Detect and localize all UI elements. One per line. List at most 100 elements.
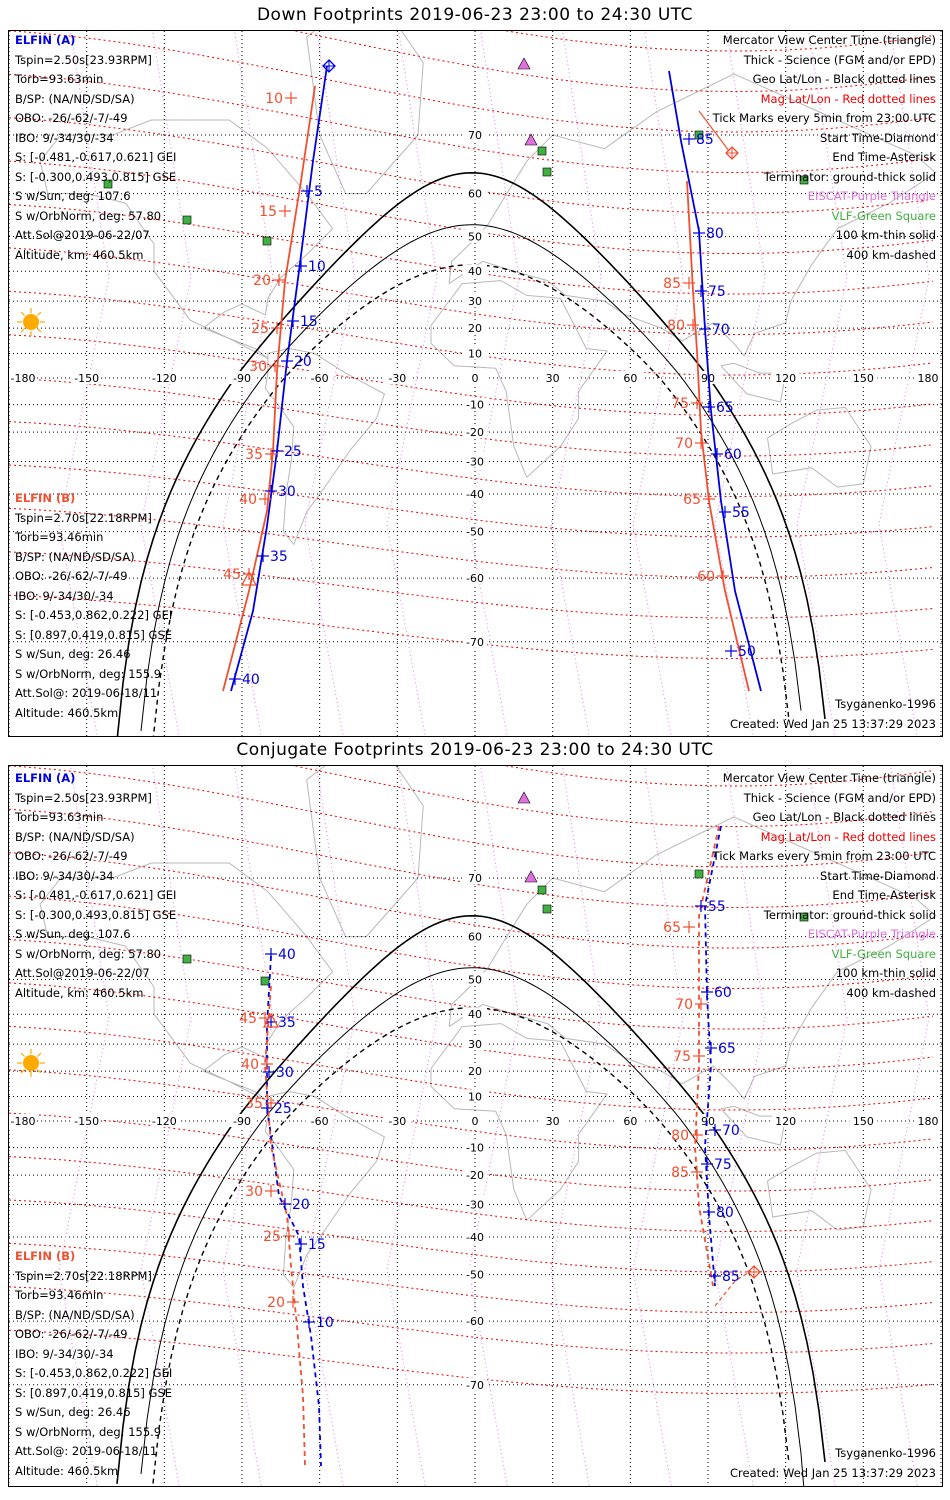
- coastline: [306, 766, 424, 938]
- mag-lat-line: [9, 377, 934, 457]
- legend-entry: Terminator: ground-thick solid: [763, 169, 936, 184]
- elfin-b-header: ELFIN (B): [15, 491, 76, 505]
- elfin-b-line: B/SP: (NA/ND/SD/SA): [15, 549, 135, 564]
- tick-label: 70: [675, 436, 693, 452]
- down-map-graphic: -180 -150 -120 -90 -60 -30 0 30 60 90 120 150 180706…: [9, 31, 942, 736]
- vlf-square-icon: [542, 904, 552, 914]
- elfin-b-info: ELFIN (B) Tspin=2.70s[22.18RPM] Torb=93.…: [15, 1247, 172, 1481]
- label-bg: [849, 1114, 878, 1127]
- label-bg: [150, 1114, 179, 1127]
- tick-label: 25: [251, 321, 269, 337]
- mag-lon-line: [304, 31, 356, 736]
- label-bg: [463, 264, 487, 278]
- tick-label: 55: [732, 505, 750, 521]
- lat-label: -70: [466, 636, 484, 649]
- label-bg: [463, 524, 487, 538]
- sun-icon: [23, 1055, 39, 1071]
- lon-label: 180: [918, 372, 939, 385]
- elfin-b-line: Tspin=2.70s[22.18RPM]: [15, 510, 152, 525]
- label-bg: [463, 294, 487, 308]
- label-bg: [463, 229, 487, 243]
- lat-label: 50: [468, 231, 482, 244]
- elfin-b-line: S w/OrbNorm, deg: 155.9: [15, 1424, 162, 1439]
- tick-label: 45: [239, 1011, 257, 1027]
- legend-entry: EISCAT-Purple Triangle: [807, 189, 936, 203]
- mag-lon-line: [878, 766, 930, 1486]
- mag-lon-line: [878, 31, 930, 736]
- label-bg: [463, 1064, 487, 1078]
- mag-lat-line: [9, 507, 934, 578]
- lat-label: -60: [466, 572, 484, 585]
- center-triangle-icon: [262, 1012, 280, 1028]
- label-bg: [463, 454, 487, 468]
- vlf-square-icon: [103, 179, 113, 189]
- conjugate-panel-title: Conjugate Footprints 2019-06-23 23:00 to…: [236, 740, 714, 760]
- tick-label: 10: [265, 91, 283, 107]
- lon-label: -180: [11, 372, 36, 385]
- mag-lon-line: [386, 31, 438, 736]
- lon-label: -60: [311, 372, 329, 385]
- legend-entry: Start Time-Diamond: [820, 130, 936, 145]
- coastline: [448, 816, 937, 1100]
- sun-ray: [36, 1052, 42, 1058]
- lon-label: -90: [233, 1115, 251, 1128]
- lat-label: -40: [466, 1231, 484, 1244]
- sun-ray: [20, 1052, 26, 1058]
- coastline: [39, 119, 334, 359]
- elfin-b-line: B/SP: (NA/ND/SD/SA): [15, 1307, 135, 1322]
- mag-lon-line: [550, 766, 602, 1486]
- tick-label: 30: [278, 484, 296, 500]
- legend-entry: Thick - Science (FGM and/or EPD): [743, 790, 936, 805]
- label-bg: [463, 929, 487, 943]
- sun-ray: [36, 311, 42, 317]
- vlf-square-icon: [537, 885, 547, 895]
- tick-label: 65: [718, 1041, 736, 1057]
- legend-entry: Terminator: ground-thick solid: [763, 907, 936, 922]
- lat-label: -60: [466, 1315, 484, 1328]
- terminator-400km: [152, 1006, 790, 1484]
- map-legend: Mercator View Center Time (triangle) Thi…: [713, 31, 936, 265]
- sun-ray: [20, 327, 26, 333]
- tick-label: 70: [722, 1123, 740, 1139]
- lat-label: 10: [468, 347, 482, 360]
- tick-label: 20: [292, 1197, 310, 1213]
- elfin-a-line: IBO: 9/-34/30/-34: [15, 130, 114, 145]
- label-bg: [538, 1114, 567, 1127]
- tick-label: 30: [245, 1184, 263, 1200]
- lat-label: 70: [468, 129, 482, 142]
- elfin-b-line: Altitude: 460.5km: [15, 1463, 119, 1478]
- lon-label: 180: [918, 1115, 939, 1128]
- elfin-b-line: Torb=93.46min: [15, 1288, 104, 1302]
- label-bg: [616, 371, 645, 384]
- elfin-a-line: Tspin=2.50s[23.93RPM]: [15, 52, 152, 67]
- label-bg: [914, 1114, 942, 1127]
- terminator-100km: [140, 224, 802, 731]
- lat-label: 70: [468, 872, 482, 885]
- lat-label: -50: [466, 526, 484, 539]
- mag-lat-line: [9, 464, 934, 538]
- mag-lon-line: [550, 31, 602, 736]
- mag-lon-line: [632, 766, 684, 1486]
- vlf-square-icon: [799, 175, 809, 185]
- lat-label: 30: [468, 1038, 482, 1051]
- lat-label: -50: [466, 1269, 484, 1282]
- label-bg: [849, 371, 878, 384]
- tick-label: 30: [249, 359, 267, 375]
- coastline: [430, 1023, 608, 1222]
- tick-label: 5: [314, 184, 323, 200]
- lat-label: -30: [466, 1198, 484, 1211]
- elfin-a-line: S w/OrbNorm, deg: 57.80: [15, 946, 162, 961]
- mag-lon-line: [222, 31, 274, 736]
- elfin-b-line: S: [0.897,0.419,0.815] GSE: [15, 627, 173, 642]
- elfin-b-track: [714, 1270, 752, 1307]
- mag-lat-line: [9, 204, 934, 295]
- label-bg: [538, 371, 567, 384]
- mag-lon-line: [304, 766, 356, 1486]
- lat-label: 50: [468, 974, 482, 987]
- lat-label: -40: [466, 488, 484, 501]
- elfin-a-line: B/SP: (NA/ND/SD/SA): [15, 91, 135, 106]
- label-bg: [463, 128, 487, 142]
- elfin-b-track: [686, 180, 750, 692]
- label-bg: [463, 1229, 487, 1243]
- elfin-a-line: Torb=93.63min: [15, 810, 104, 824]
